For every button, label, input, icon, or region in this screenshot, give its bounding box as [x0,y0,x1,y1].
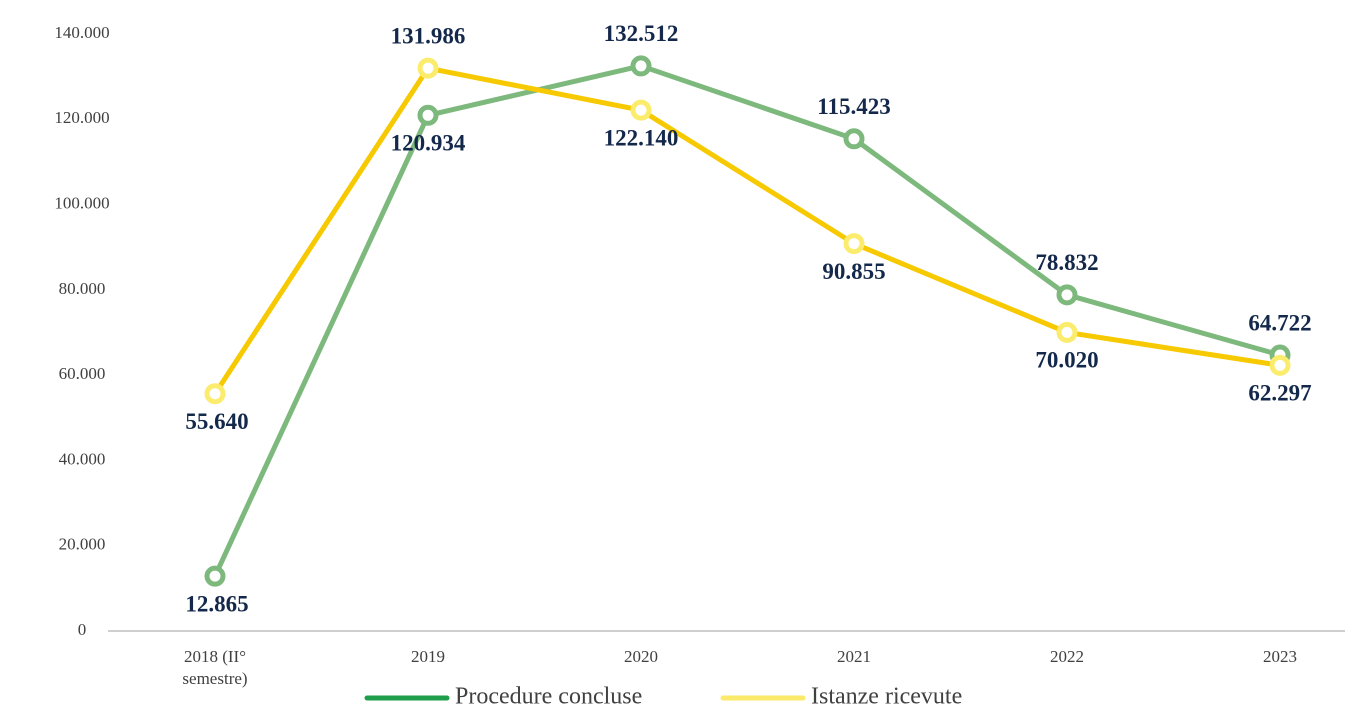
y-tick-label: 120.000 [54,108,109,127]
y-tick-label: 40.000 [59,449,106,468]
y-tick-label: 20.000 [59,535,106,554]
y-tick-label: 100.000 [54,193,109,212]
data-label: 64.722 [1248,310,1311,335]
legend-label: Istanze ricevute [811,684,962,710]
x-tick-label: 2023 [1263,647,1297,666]
series-line [212,65,1281,396]
x-tick-label: 2022 [1050,647,1084,666]
data-point [417,104,439,126]
data-label: 55.640 [185,409,248,434]
data-label: 62.297 [1248,381,1311,406]
x-tick-label: 2020 [624,647,658,666]
data-label: 131.986 [391,23,466,48]
y-tick-label: 140.000 [54,23,109,42]
data-point [1056,284,1078,306]
x-tick-label: 2018 (II° semestre) [182,647,248,688]
x-tick-label: 2019 [411,647,445,666]
data-label: 115.423 [817,94,890,119]
data-point [1056,321,1078,343]
data-point [630,99,652,121]
data-point [1269,354,1291,376]
data-label: 90.855 [822,259,885,284]
y-tick-label: 80.000 [59,279,106,298]
y-tick-label: 60.000 [59,364,106,383]
data-point [204,383,226,405]
data-point [204,565,226,587]
data-point [630,55,652,77]
y-tick-label: 0 [78,620,87,639]
data-label: 78.832 [1035,250,1098,275]
x-tick-label: 2021 [837,647,871,666]
data-label: 12.865 [185,591,248,616]
series-line [212,63,1281,578]
data-label: 132.512 [604,21,679,46]
data-point [843,233,865,255]
legend-label: Procedure concluse [455,684,642,710]
data-label: 70.020 [1035,348,1098,373]
data-label: 120.934 [391,131,466,156]
data-label: 122.140 [604,125,679,150]
data-point [843,128,865,150]
data-point [417,57,439,79]
